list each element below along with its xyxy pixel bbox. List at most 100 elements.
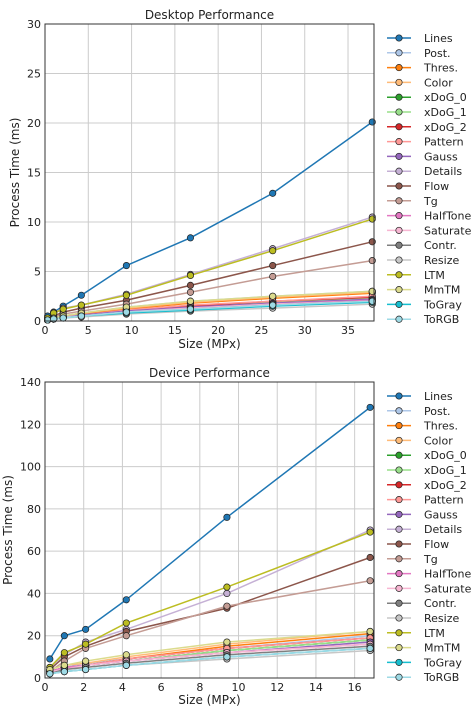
legend-label: Contr. [424, 597, 457, 610]
legend-label: Lines [424, 32, 453, 45]
data-point [122, 651, 130, 659]
legend-item: ToGray [387, 656, 462, 669]
legend-item: Gauss [387, 508, 458, 521]
legend-label: Pattern [424, 136, 464, 149]
x-tick-label: 25 [254, 324, 268, 337]
data-point [82, 657, 90, 665]
legend: Lines Post. Thres.Color xDoG_0 xDoG_1 xDoG_2 P… [387, 32, 472, 326]
data-point [223, 653, 231, 661]
y-tick-label: 10 [27, 216, 41, 229]
data-point [186, 297, 195, 305]
chart-2: 0 2 4 6 8 10 12 14 16 0 20 40 60 80 100 120 140 Device Pe… [1, 366, 472, 707]
y-tick-label: 0 [34, 672, 41, 685]
legend-item: Details [387, 165, 462, 178]
legend-label: Contr. [424, 239, 457, 252]
legend-label: MmTM [424, 284, 460, 297]
legend-marker [395, 212, 403, 220]
legend-item: Saturate [387, 582, 472, 595]
x-tick-label: 15 [168, 324, 182, 337]
legend-label: xDoG_1 [424, 464, 467, 477]
legend-item: Gauss [387, 150, 458, 163]
legend-item: LTM [387, 627, 445, 640]
legend-item: Details [387, 523, 462, 536]
data-point [122, 308, 130, 316]
legend-marker [395, 286, 403, 294]
legend-item: Post. [387, 47, 451, 60]
legend-item: xDoG_0 [387, 449, 467, 462]
legend-label: Details [424, 165, 462, 178]
legend-item: Contr. [387, 597, 457, 610]
x-axis-label: Size (MPx) [178, 337, 241, 351]
axes-frame [44, 381, 375, 679]
y-tick-label: 100 [20, 461, 41, 474]
data-point [186, 305, 195, 313]
legend-marker [395, 138, 403, 146]
legend-label: Color [424, 434, 453, 447]
legend-item: Saturate [387, 224, 472, 237]
chart-1: 0 5 10 15 20 25 30 35 0 5 10 15 20 25 30 Desktop Perfor… [8, 8, 472, 351]
legend-item: Tg [387, 553, 438, 566]
legend-marker [395, 481, 403, 489]
legend-label: LTM [424, 627, 445, 640]
legend-item: xDoG_0 [387, 91, 467, 104]
y-tick-label: 30 [27, 18, 41, 31]
data-point [122, 632, 130, 640]
data-point [366, 553, 374, 562]
data-point [368, 297, 376, 305]
legend-label: MmTM [424, 642, 460, 655]
legend-marker [395, 570, 403, 578]
data-point [122, 661, 130, 669]
legend-marker [395, 436, 403, 444]
x-tick-label: 2 [80, 681, 87, 694]
legend-item: LTM [387, 269, 445, 282]
legend-marker [395, 108, 403, 116]
legend-marker [395, 256, 403, 264]
data-point [77, 291, 85, 299]
chart-title: Desktop Performance [145, 8, 274, 22]
legend-label: Gauss [424, 150, 458, 163]
legend-label: xDoG_2 [424, 479, 467, 492]
legend-item: Pattern [387, 136, 464, 149]
legend-item: Thres. [387, 420, 458, 433]
data-point [269, 247, 277, 255]
x-tick-label: 20 [211, 324, 225, 337]
data-point [82, 640, 90, 648]
legend-marker [395, 584, 403, 592]
data-point [46, 655, 54, 663]
x-tick-label: 0 [42, 681, 49, 694]
legend-marker [395, 49, 403, 57]
x-tick-label: 0 [42, 324, 49, 337]
legend-label: Thres. [423, 420, 458, 433]
data-point [368, 287, 376, 295]
x-tick-label: 6 [158, 681, 165, 694]
legend-item: ToRGB [387, 671, 459, 684]
legend-marker [395, 496, 403, 504]
data-point [223, 583, 231, 591]
legend-label: Thres. [423, 62, 458, 75]
legend-marker [395, 241, 403, 249]
legend-marker [395, 466, 403, 474]
legend-marker [395, 422, 403, 430]
legend-marker [395, 93, 403, 101]
legend-item: MmTM [387, 284, 460, 297]
legend-marker [395, 226, 403, 234]
data-point [368, 257, 376, 265]
data-point [186, 288, 195, 296]
legend-marker [395, 555, 403, 563]
data-point [60, 668, 68, 676]
legend-item: Lines [387, 390, 453, 403]
legend-item: Resize [387, 254, 459, 267]
legend-label: Pattern [424, 494, 464, 507]
legend-marker [395, 407, 403, 415]
legend-item: HalfTone [387, 568, 471, 581]
data-point [368, 215, 376, 223]
legend-item: Resize [387, 612, 459, 625]
y-tick-label: 120 [20, 418, 41, 431]
chart-title: Device Performance [149, 366, 270, 380]
legend: Lines Post. Thres.Color xDoG_0 xDoG_1 xDoG_2 P… [387, 390, 472, 684]
data-point [368, 238, 376, 246]
legend-item: xDoG_1 [387, 464, 467, 477]
legend-marker [395, 64, 403, 72]
legend-marker [395, 197, 403, 205]
legend-item: Contr. [387, 239, 457, 252]
